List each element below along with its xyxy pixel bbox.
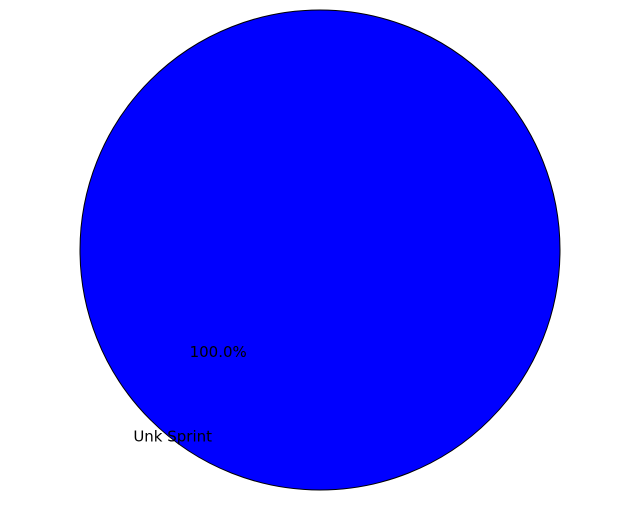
pie-slices bbox=[79, 9, 561, 491]
pie-slice-percent-label: 100.0% bbox=[190, 343, 247, 361]
pie-slice-0 bbox=[79, 9, 561, 491]
pie-labels: 100.0% Unk Sprint bbox=[133, 343, 246, 446]
pie-slice-label: Unk Sprint bbox=[133, 428, 212, 446]
